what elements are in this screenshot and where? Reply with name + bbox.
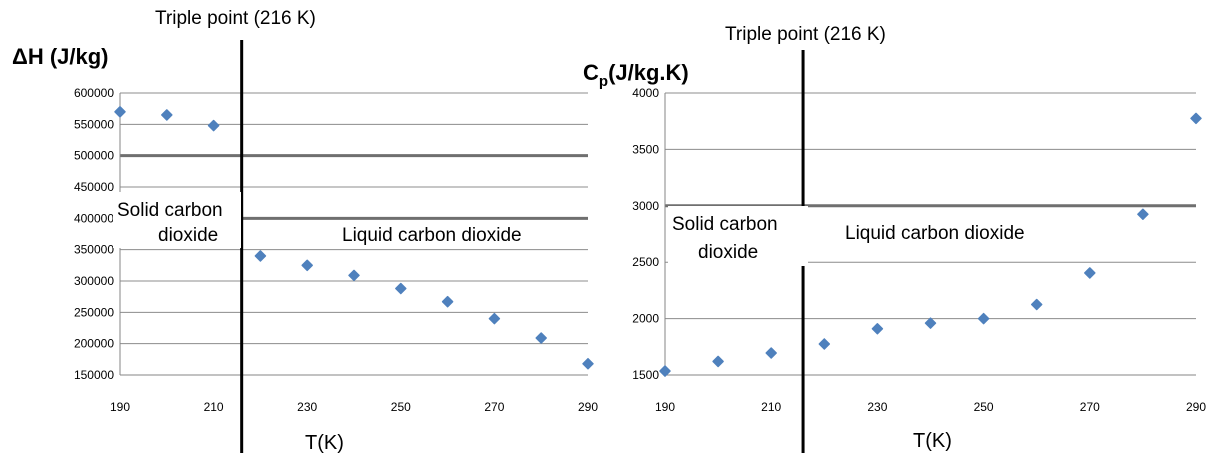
- enthalpy-data-point: [395, 282, 407, 295]
- enthalpy-x-tick-label: 210: [204, 400, 224, 414]
- heat-capacity-y-tick-label: 2000: [632, 312, 659, 326]
- heat-capacity-x-tick-label: 210: [761, 400, 781, 414]
- enthalpy-data-point: [254, 250, 267, 262]
- enthalpy-data-point: [488, 312, 501, 325]
- heat-capacity-data-point: [712, 355, 724, 368]
- heat-capacity-y-axis-title: Cp(J/kg.K): [583, 60, 689, 90]
- enthalpy-x-tick-label: 290: [578, 400, 598, 414]
- enthalpy-y-tick-label: 450000: [74, 180, 114, 194]
- enthalpy-y-tick-label: 350000: [74, 243, 114, 257]
- heat-capacity-solid-label-line1: Solid carbon: [672, 214, 778, 235]
- heat-capacity-y-title-subscript: p: [599, 73, 608, 90]
- enthalpy-data-point: [348, 269, 360, 282]
- heat-capacity-x-tick-label: 270: [1080, 400, 1100, 414]
- heat-capacity-liquid-label: Liquid carbon dioxide: [845, 223, 1025, 244]
- enthalpy-y-tick-label: 200000: [74, 337, 114, 351]
- enthalpy-data-point: [535, 332, 547, 344]
- heat-capacity-data-point: [924, 317, 937, 329]
- enthalpy-data-point: [114, 106, 126, 118]
- enthalpy-x-tick-label: 230: [297, 400, 317, 414]
- enthalpy-liquid-label: Liquid carbon dioxide: [342, 225, 522, 246]
- enthalpy-y-tick-label: 300000: [74, 274, 114, 288]
- heat-capacity-y-title-main: C: [583, 60, 599, 85]
- enthalpy-data-point: [161, 109, 173, 121]
- heat-capacity-triple-point-label: Triple point (216 K): [725, 24, 886, 45]
- heat-capacity-data-point: [1084, 267, 1096, 279]
- heat-capacity-y-tick-label: 4000: [632, 86, 659, 100]
- enthalpy-y-tick-label: 150000: [74, 368, 114, 382]
- heat-capacity-data-point: [1137, 208, 1149, 221]
- heat-capacity-y-tick-label: 1500: [632, 368, 659, 382]
- heat-capacity-x-tick-label: 190: [655, 400, 675, 414]
- heat-capacity-gridlines: [665, 92, 1196, 320]
- enthalpy-x-axis-title: T(K): [305, 432, 344, 454]
- heat-capacity-x-tick-labels: 190 210 230 250 270 290: [655, 400, 1206, 414]
- heat-capacity-y-title-units: (J/kg.K): [608, 60, 689, 85]
- heat-capacity-solid-label-line2: dioxide: [698, 242, 758, 263]
- enthalpy-data-point: [301, 259, 313, 272]
- enthalpy-y-tick-label: 250000: [74, 305, 114, 319]
- enthalpy-data-point: [441, 295, 454, 308]
- heat-capacity-solid-label-box: [668, 206, 808, 266]
- enthalpy-y-tick-label: 550000: [74, 117, 114, 131]
- enthalpy-data-point: [207, 119, 220, 132]
- heat-capacity-data-point: [765, 347, 777, 359]
- heat-capacity-y-tick-label: 3500: [632, 142, 659, 156]
- enthalpy-y-tick-label: 500000: [74, 149, 114, 163]
- heat-capacity-data-point: [659, 365, 671, 377]
- heat-capacity-y-tick-label: 3000: [632, 199, 659, 213]
- enthalpy-data-points: [114, 106, 594, 370]
- heat-capacity-data-point: [1190, 112, 1202, 125]
- heat-capacity-chart: 1500 2000 2500 3000 3500 4000 190 210 230 250 270…: [583, 24, 1206, 453]
- heat-capacity-data-point: [818, 338, 831, 350]
- heat-capacity-y-tick-labels: 1500 2000 2500 3000 3500 4000: [632, 86, 659, 382]
- heat-capacity-x-axis-title: T(K): [913, 430, 952, 452]
- enthalpy-liquid-label-box: [338, 220, 568, 248]
- heat-capacity-x-tick-label: 230: [867, 400, 887, 414]
- heat-capacity-x-tick-label: 290: [1186, 400, 1206, 414]
- heat-capacity-data-point: [1030, 298, 1043, 311]
- heat-capacity-data-points: [659, 112, 1202, 377]
- heat-capacity-data-point: [977, 312, 990, 325]
- enthalpy-chart: 150000 200000 250000 300000 350000 400000 4500…: [12, 8, 598, 454]
- enthalpy-x-tick-label: 190: [110, 400, 130, 414]
- enthalpy-y-tick-label: 400000: [74, 211, 114, 225]
- heat-capacity-x-tick-label: 250: [974, 400, 994, 414]
- enthalpy-data-point: [582, 357, 594, 370]
- enthalpy-x-tick-label: 270: [484, 400, 504, 414]
- heat-capacity-liquid-label-box: [841, 218, 1071, 246]
- enthalpy-solid-label-box: [113, 192, 241, 248]
- heat-capacity-y-tick-label: 2500: [632, 255, 659, 269]
- heat-capacity-data-point: [871, 323, 884, 335]
- enthalpy-y-axis-title: ΔH (J/kg): [12, 44, 109, 69]
- enthalpy-x-tick-labels: 190 210 230 250 270 290: [110, 400, 598, 414]
- enthalpy-solid-label-line1: Solid carbon: [117, 200, 223, 221]
- enthalpy-x-tick-label: 250: [391, 400, 411, 414]
- enthalpy-solid-label-line2: dioxide: [158, 225, 218, 246]
- enthalpy-y-tick-label: 600000: [74, 86, 114, 100]
- enthalpy-triple-point-label: Triple point (216 K): [155, 8, 316, 29]
- enthalpy-y-tick-labels: 150000 200000 250000 300000 350000 400000 4500…: [74, 86, 114, 382]
